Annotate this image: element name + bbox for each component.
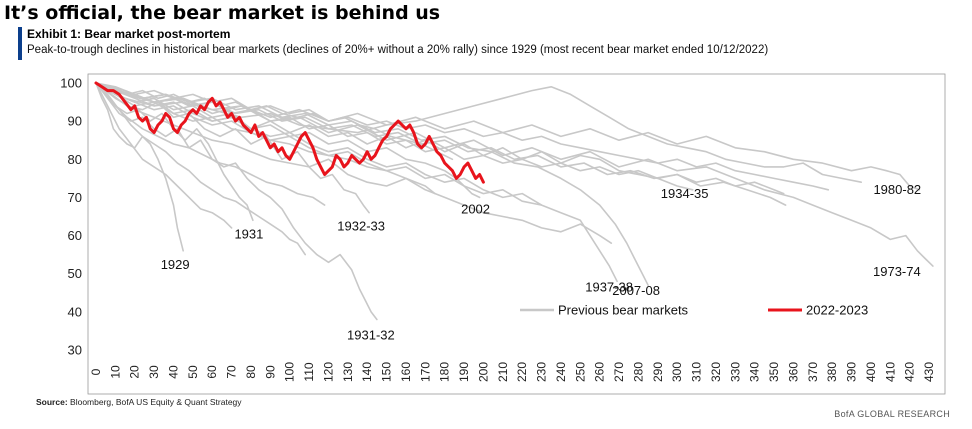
x-tick-label: 150 [380,362,394,382]
x-tick-label: 210 [496,362,510,382]
x-tick-label: 80 [244,365,258,379]
x-tick-label: 20 [128,365,142,379]
series-line-previous [95,82,436,195]
exhibit-accent-bar [18,27,22,60]
y-tick-label: 50 [68,266,82,281]
x-tick-label: 140 [360,362,374,382]
x-tick-label: 430 [922,362,936,382]
legend: Previous bear markets 2022-2023 [520,303,868,318]
exhibit-title: Exhibit 1: Bear market post-mortem [27,27,231,41]
series-line-previous [95,82,233,229]
x-tick-label: 110 [302,362,316,381]
x-tick-label: 200 [476,362,490,382]
series-line-previous [95,82,481,199]
x-tick-label: 340 [748,362,762,382]
x-tick-label: 100 [283,362,297,382]
x-tick-label: 40 [166,365,180,379]
x-tick-label: 120 [321,362,335,382]
series-label: 1929 [161,257,190,272]
plot-frame [87,73,946,395]
x-tick-label: 160 [399,362,413,382]
x-tick-label: 30 [147,365,161,379]
series-line-previous [95,82,649,287]
x-tick-label: 420 [903,362,917,382]
series-line-previous [95,82,326,206]
x-axis: 0 10 20 30 40 50 60 70 80 90 100 110 120 130 140 150 160… [89,362,936,382]
series-line-previous [95,82,830,191]
series-line-previous [95,82,184,252]
series-label: 1931-32 [347,327,395,342]
series-layer [94,81,934,321]
series-label: 1932-33 [337,219,385,234]
series-label: 1934-35 [661,186,709,201]
x-tick-label: 390 [845,362,859,382]
y-tick-label: 100 [60,76,82,91]
x-tick-label: 10 [108,365,122,379]
x-tick-label: 270 [612,362,626,382]
series-line-previous [95,82,543,206]
x-tick-label: 330 [728,362,742,382]
x-tick-label: 190 [457,362,471,382]
legend-label-current: 2022-2023 [806,303,868,318]
series-line-previous [95,82,454,161]
x-tick-label: 400 [864,362,878,382]
x-tick-label: 300 [670,362,684,382]
y-tick-label: 60 [68,228,82,243]
series-label: 2002 [461,201,490,216]
series-label: 1937-38 [585,279,633,294]
source-note: Source: Bloomberg, BofA US Equity & Quan… [36,397,242,407]
series-labels: 1929 1931 1931-32 1932-33 1934-35 1937-38 1980… [161,182,921,343]
x-tick-label: 220 [515,362,529,382]
series-label: 2007-08 [612,283,660,298]
x-tick-label: 360 [786,362,800,382]
brand-label: BofA GLOBAL RESEARCH [834,409,950,419]
x-tick-label: 70 [225,365,239,379]
x-tick-label: 50 [186,365,200,379]
x-tick-label: 310 [690,362,704,382]
x-tick-label: 410 [883,362,897,382]
x-tick-label: 370 [806,362,820,382]
x-tick-label: 380 [825,362,839,382]
x-tick-label: 290 [651,362,665,382]
exhibit-subtitle: Peak-to-trough declines in historical be… [27,44,769,56]
source-label: Source: [36,397,68,407]
x-tick-label: 90 [263,365,277,379]
y-tick-label: 40 [68,304,82,319]
x-tick-label: 250 [573,362,587,382]
series-label: 1973-74 [873,264,921,279]
y-tick-label: 90 [68,114,82,129]
series-line-previous [95,82,307,256]
legend-label-previous: Previous bear markets [558,303,689,318]
x-tick-label: 280 [631,362,645,382]
x-tick-label: 320 [709,362,723,382]
series-line-previous [95,82,934,267]
x-tick-label: 180 [438,362,452,382]
y-tick-label: 80 [68,152,82,167]
x-tick-label: 260 [593,362,607,382]
y-axis: 100 90 80 70 60 50 40 30 [60,76,82,358]
x-tick-label: 0 [89,368,103,375]
y-tick-label: 70 [68,190,82,205]
x-tick-label: 230 [535,362,549,382]
x-tick-label: 170 [418,362,432,382]
series-line-previous [95,82,613,244]
y-tick-label: 30 [68,343,82,358]
series-label: 1931 [234,226,263,241]
series-label: 1980-82 [873,182,921,197]
x-tick-label: 350 [767,362,781,382]
source-text: Bloomberg, BofA US Equity & Quant Strate… [70,397,242,407]
x-tick-label: 240 [554,362,568,382]
series-line-current [94,81,485,184]
page-title: It’s official, the bear market is behind… [4,2,441,24]
series-line-previous [95,82,863,183]
x-tick-label: 130 [341,362,355,382]
x-tick-label: 60 [205,365,219,379]
